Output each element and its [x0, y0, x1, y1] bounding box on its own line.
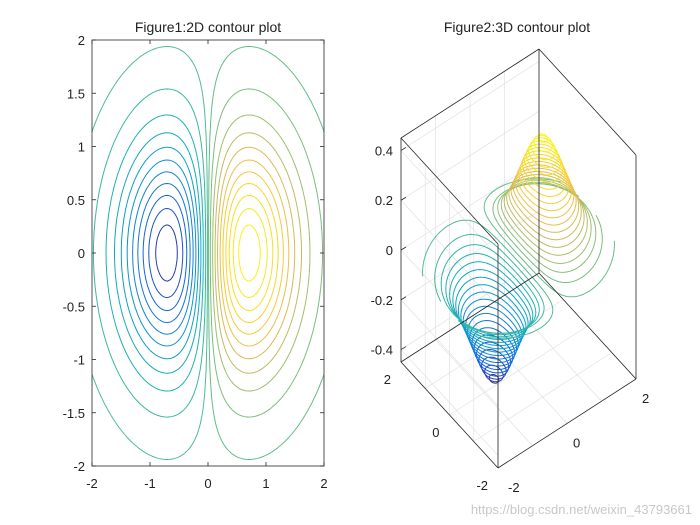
watermark-text: https://blog.csdn.net/weixin_43793661 — [471, 502, 692, 517]
plot2-title: Figure2:3D contour plot — [444, 19, 590, 35]
contour3-line-level-19 — [422, 219, 554, 339]
plot2-ytick-label: 0 — [432, 425, 439, 440]
plot2-ztick-mark — [400, 246, 407, 251]
plot2-grid-line — [473, 352, 612, 442]
plot1-ytick-label: 0 — [78, 246, 85, 261]
contour-line-level-8 — [105, 114, 204, 392]
plot1-xtick-label: 0 — [204, 476, 211, 491]
plot2-grid-line — [400, 349, 499, 456]
plot1-ytick-label: 0.5 — [67, 193, 85, 208]
contour-3d-plot: Figure2:3D contour plot -0.4-0.200.20.4-… — [371, 19, 650, 495]
plot2-ztick-label: -0.2 — [371, 293, 393, 308]
plot2-grid-line — [400, 199, 499, 307]
contour-line-level-15 — [217, 146, 296, 360]
contour-line-level-4 — [132, 171, 194, 335]
plot1-xtick-label: -2 — [86, 476, 98, 491]
plot1-ytick-label: -2 — [73, 459, 85, 474]
contour-line-level-6 — [120, 146, 199, 360]
plot1-xtick-label: 1 — [262, 476, 269, 491]
plot2-ztick-mark — [400, 296, 407, 301]
plot1-ytick-label: -0.5 — [63, 299, 85, 314]
plot1-ytick-label: 2 — [78, 33, 85, 48]
plot1-contour-lines — [91, 46, 325, 460]
contour-line-level-7 — [114, 132, 202, 374]
plot1-ytick-label: -1 — [73, 353, 85, 368]
plot2-grid — [400, 49, 637, 469]
contour-line-level-13 — [212, 114, 311, 392]
contour-line-level-10 — [91, 46, 208, 460]
contour-line-level-0 — [155, 224, 178, 282]
plot2-ztick-label: 0 — [386, 243, 393, 258]
plot2-xtick-label: 0 — [573, 436, 580, 451]
plot2-ztick-mark — [400, 346, 407, 350]
contour-line-level-2 — [142, 194, 188, 312]
contour3-line-level-34 — [523, 147, 564, 183]
plot2-ztick-label: 0.2 — [375, 193, 393, 208]
plot1-xtick-label: 2 — [320, 476, 327, 491]
plot1-ytick-label: 1 — [78, 140, 85, 155]
contour-line-level-12 — [209, 88, 323, 418]
plot2-ytick-label: 2 — [384, 372, 391, 387]
plot1-xtick-label: -1 — [144, 476, 156, 491]
contour-line-level-18 — [225, 183, 279, 323]
plot2-x-axis — [497, 378, 637, 469]
plot2-ztick-mark — [400, 147, 407, 151]
plot2-ztick-mark — [400, 196, 407, 201]
plot2-xtick-label: -2 — [508, 480, 520, 495]
contour-2d-plot: Figure1:2D contour plot -2 -1 0 1 2-2-1.5-1-… — [63, 19, 328, 491]
contour3-line-level-33 — [521, 150, 566, 190]
contour-line-level-16 — [219, 159, 290, 347]
plot2-contour-lines — [422, 133, 615, 384]
contour3-line-level-20 — [483, 178, 615, 298]
contour3-line-level-23 — [500, 181, 592, 264]
contour3-line-level-32 — [520, 153, 568, 197]
contour-line-level-19 — [228, 194, 274, 312]
plot2-floor-back-edge — [400, 272, 540, 363]
plot2-grid-line — [400, 110, 540, 201]
plot2-ticks: -0.4 -0.2 0 0.2 0.4 -2 0 2 -2 0 2 — [371, 143, 650, 495]
plot2-top-right-edge — [538, 48, 637, 156]
plot2-top-left-edge — [400, 137, 499, 245]
contour3-line-level-18 — [434, 233, 545, 334]
contour-line-level-3 — [137, 183, 191, 323]
plot2-ztick-label: 0.4 — [375, 143, 393, 158]
contour-line-level-14 — [214, 132, 302, 374]
plot2-grid-line — [425, 299, 564, 389]
plot1-ytick-label: 1.5 — [67, 86, 85, 101]
contour-line-level-1 — [148, 208, 184, 298]
contour-line-level-21 — [238, 224, 261, 282]
plot2-grid-line — [400, 249, 499, 357]
contour-line-level-9 — [93, 88, 207, 418]
plot2-top-edge — [400, 48, 540, 139]
plot2-ztick-label: -0.4 — [371, 343, 393, 358]
plot2-xtick-label: 2 — [642, 391, 649, 406]
plot2-ytick-label: -2 — [476, 478, 488, 493]
plot2-axes — [400, 48, 637, 469]
plot2-grid-line — [449, 325, 588, 416]
plot2-y-axis — [400, 361, 499, 469]
plot2-grid-line — [400, 299, 499, 407]
plot1-ticks: -2 -1 0 1 2 -2 -1.5 -1 -0.5 0 0.5 1 1.5 2 — [63, 33, 328, 491]
contour3-line-level-39 — [537, 133, 549, 144]
plot2-y-axis-front — [538, 272, 637, 380]
plot1-ytick-label: -1.5 — [63, 406, 85, 421]
contour-line-level-20 — [232, 208, 268, 298]
contour-line-level-11 — [208, 46, 325, 460]
contour-line-level-5 — [126, 159, 197, 347]
contour3-line-level-37 — [530, 137, 556, 161]
contour-line-level-17 — [222, 171, 284, 335]
plot2-grid-line — [400, 150, 499, 257]
plot1-title: Figure1:2D contour plot — [135, 19, 281, 35]
contour3-line-level-12 — [457, 284, 527, 346]
plot2-grid-line — [400, 61, 540, 151]
